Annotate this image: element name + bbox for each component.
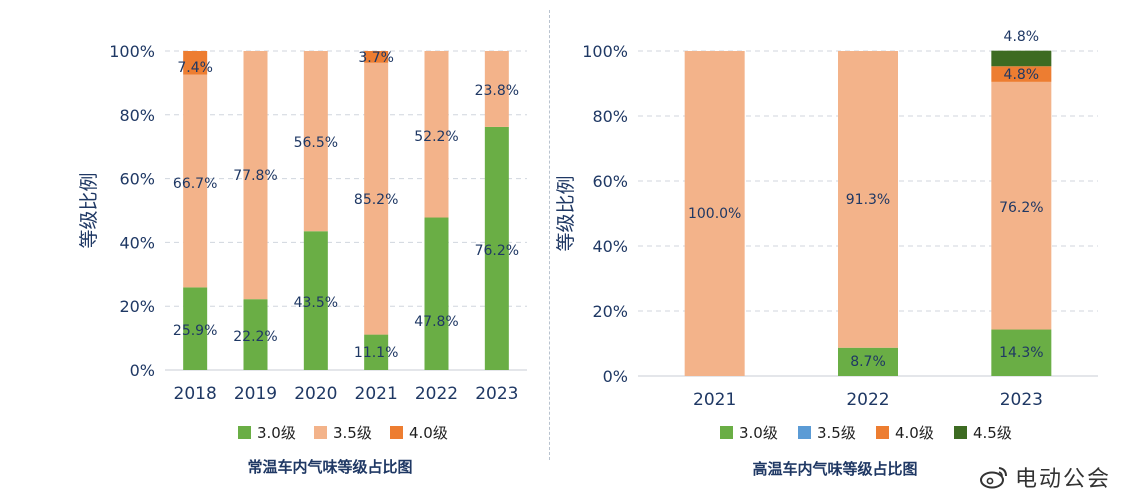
- data-label: 3.7%: [358, 50, 394, 66]
- x-tick-label: 2022: [846, 390, 889, 410]
- data-label: 47.8%: [414, 314, 458, 330]
- legend-item: 3.0级: [720, 424, 778, 442]
- y-axis-title: 等级比例: [78, 172, 100, 248]
- legend-swatch: [720, 426, 733, 439]
- legend-swatch: [798, 426, 811, 439]
- legend-swatch: [238, 426, 251, 439]
- y-tick-label: 80%: [592, 107, 628, 126]
- legend-item: 4.0级: [876, 424, 934, 442]
- y-tick-label: 60%: [119, 170, 155, 189]
- bar-segment: [991, 66, 1052, 82]
- legend-swatch: [954, 426, 967, 439]
- data-label: 52.2%: [414, 129, 458, 145]
- x-tick-label: 2021: [355, 384, 398, 404]
- bar-segment: [424, 217, 449, 370]
- y-tick-label: 60%: [592, 172, 628, 191]
- bar-segment: [838, 51, 898, 348]
- watermark-text: 电动公会: [1014, 467, 1111, 492]
- legend-label: 4.0级: [895, 424, 934, 442]
- bar-segment: [364, 62, 389, 335]
- x-tick-label: 2023: [1000, 390, 1043, 410]
- y-tick-label: 80%: [119, 106, 155, 125]
- data-label: 23.8%: [475, 83, 519, 99]
- bar-segment: [484, 51, 509, 127]
- bar-segment: [838, 347, 898, 376]
- data-label: 76.2%: [999, 200, 1043, 216]
- legend-label: 3.5级: [333, 424, 372, 442]
- bar-segment: [484, 126, 509, 370]
- data-label: 8.7%: [850, 354, 886, 370]
- legend-item: 4.5级: [954, 424, 1012, 442]
- bar-segment: [183, 287, 208, 370]
- bar-segment: [424, 51, 449, 218]
- x-tick-label: 2021: [693, 390, 736, 410]
- data-label: 85.2%: [354, 192, 398, 208]
- data-label: 11.1%: [354, 345, 398, 361]
- legend-label: 3.0级: [739, 424, 778, 442]
- x-tick-label: 2020: [294, 384, 337, 404]
- bar-segment: [364, 51, 389, 63]
- bar-segment: [991, 50, 1052, 67]
- data-label: 14.3%: [999, 345, 1043, 361]
- data-label: 22.2%: [233, 329, 277, 345]
- bar-segment: [243, 51, 268, 300]
- panel-divider: [549, 10, 550, 460]
- watermark: 电动公会: [979, 461, 1111, 493]
- y-tick-label: 0%: [603, 367, 628, 386]
- x-tick-label: 2018: [174, 384, 217, 404]
- y-tick-label: 40%: [119, 233, 155, 252]
- y-tick-label: 20%: [592, 302, 628, 321]
- legend-item: 3.5级: [798, 424, 856, 442]
- bar-segment: [991, 81, 1052, 330]
- data-label: 77.8%: [233, 168, 277, 184]
- x-tick-label: 2022: [415, 384, 458, 404]
- legend-item: 3.5级: [314, 424, 372, 442]
- data-label: 100.0%: [688, 206, 741, 222]
- bar-segment: [183, 51, 208, 75]
- y-axis-title: 等级比例: [555, 175, 577, 251]
- data-label: 7.4%: [177, 60, 213, 76]
- legend-swatch: [390, 426, 403, 439]
- x-tick-label: 2019: [234, 384, 277, 404]
- data-label: 91.3%: [846, 192, 890, 208]
- weibo-icon: [979, 467, 1007, 489]
- chart-title: 常温车内气味等级占比图: [247, 458, 412, 476]
- y-tick-label: 20%: [119, 297, 155, 316]
- y-tick-label: 100%: [109, 42, 155, 61]
- bar-segment: [303, 51, 328, 232]
- data-label: 76.2%: [475, 243, 519, 259]
- y-tick-label: 40%: [592, 237, 628, 256]
- legend-item: 4.0级: [390, 424, 448, 442]
- legend-label: 3.5级: [817, 424, 856, 442]
- data-label: 43.5%: [294, 295, 338, 311]
- chart-high-temperature: 0% 20% 40% 60% 80% 100% 等级比例 2021 2022 2023 100.0%…: [555, 29, 1098, 478]
- chart-normal-temperature: 0% 20% 40% 60% 80% 100% 等级比例 2018 2019 2020 2021 20…: [78, 42, 527, 476]
- bar-segment: [684, 51, 745, 376]
- data-label: 56.5%: [294, 135, 338, 151]
- x-tick-label: 2023: [475, 384, 518, 404]
- legend-swatch: [314, 426, 327, 439]
- data-label: 66.7%: [173, 176, 217, 192]
- y-tick-label: 0%: [130, 361, 155, 380]
- data-label: 4.8%: [1004, 67, 1040, 83]
- data-label: 25.9%: [173, 323, 217, 339]
- legend-label: 4.5级: [973, 424, 1012, 442]
- bar-segment: [243, 299, 268, 370]
- data-label: 4.8%: [1004, 29, 1040, 45]
- y-tick-label: 100%: [582, 42, 628, 61]
- legend-item: 3.0级: [238, 424, 296, 442]
- legend-label: 4.0级: [409, 424, 448, 442]
- legend-swatch: [876, 426, 889, 439]
- bar-segment: [364, 334, 389, 370]
- bar-segment: [183, 74, 208, 288]
- chart-title: 高温车内气味等级占比图: [752, 460, 917, 478]
- legend-label: 3.0级: [257, 424, 296, 442]
- bar-segment: [991, 329, 1052, 376]
- bar-segment: [303, 231, 328, 370]
